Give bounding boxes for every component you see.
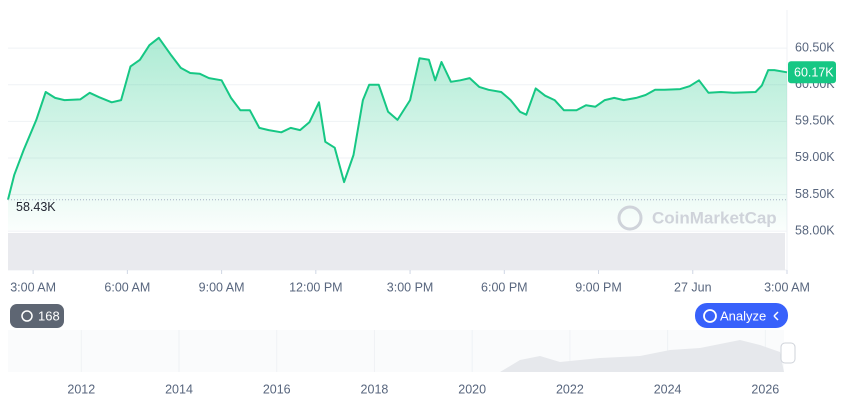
navigator-tick-label: 2018 xyxy=(361,382,389,396)
history-count: 168 xyxy=(38,308,60,323)
reference-label: 58.43K xyxy=(16,200,56,214)
price-badge xyxy=(788,61,836,84)
x-tick-label: 27 Jun xyxy=(674,280,712,294)
navigator-tick-label: 2014 xyxy=(165,382,193,396)
navigator-tick-label: 2024 xyxy=(654,382,682,396)
x-tick-label: 6:00 AM xyxy=(104,280,150,294)
x-tick-label: 3:00 AM xyxy=(10,280,56,294)
watermark: CoinMarketCap xyxy=(617,205,777,231)
y-tick-label: 59.00K xyxy=(795,150,835,164)
y-tick-label: 59.50K xyxy=(795,114,835,128)
navigator-tick-label: 2012 xyxy=(67,382,95,396)
history-badge[interactable] xyxy=(10,304,64,328)
analyze-button[interactable] xyxy=(695,303,788,328)
price-line xyxy=(7,36,788,200)
y-tick-label: 58.50K xyxy=(795,187,835,201)
analyze-chevron xyxy=(773,311,779,321)
x-tick-label: 6:00 PM xyxy=(481,280,528,294)
x-tick-label: 12:00 PM xyxy=(289,280,343,294)
navigator-tick-label: 2022 xyxy=(556,382,584,396)
area-fill xyxy=(8,37,787,230)
x-tick-label: 3:00 AM xyxy=(764,280,810,294)
history-icon xyxy=(21,310,33,322)
navigator-handle[interactable] xyxy=(780,342,796,364)
navigator-area xyxy=(8,340,784,372)
x-tick-label: 9:00 AM xyxy=(199,280,245,294)
navigator-tick-label: 2016 xyxy=(263,382,291,396)
analyze-icon xyxy=(703,309,717,323)
navigator-tick-label: 2026 xyxy=(751,382,779,396)
navigator-tick-label: 2020 xyxy=(458,382,486,396)
price-badge-label: 60.17K xyxy=(794,66,834,80)
y-tick-label: 60.50K xyxy=(795,40,835,54)
x-tick-label: 3:00 PM xyxy=(387,280,434,294)
watermark-text: CoinMarketCap xyxy=(652,208,777,227)
x-tick-label: 9:00 PM xyxy=(575,280,622,294)
y-tick-label: 58.00K xyxy=(795,223,835,237)
analyze-label: Analyze xyxy=(720,308,766,323)
volume-band xyxy=(8,233,785,270)
